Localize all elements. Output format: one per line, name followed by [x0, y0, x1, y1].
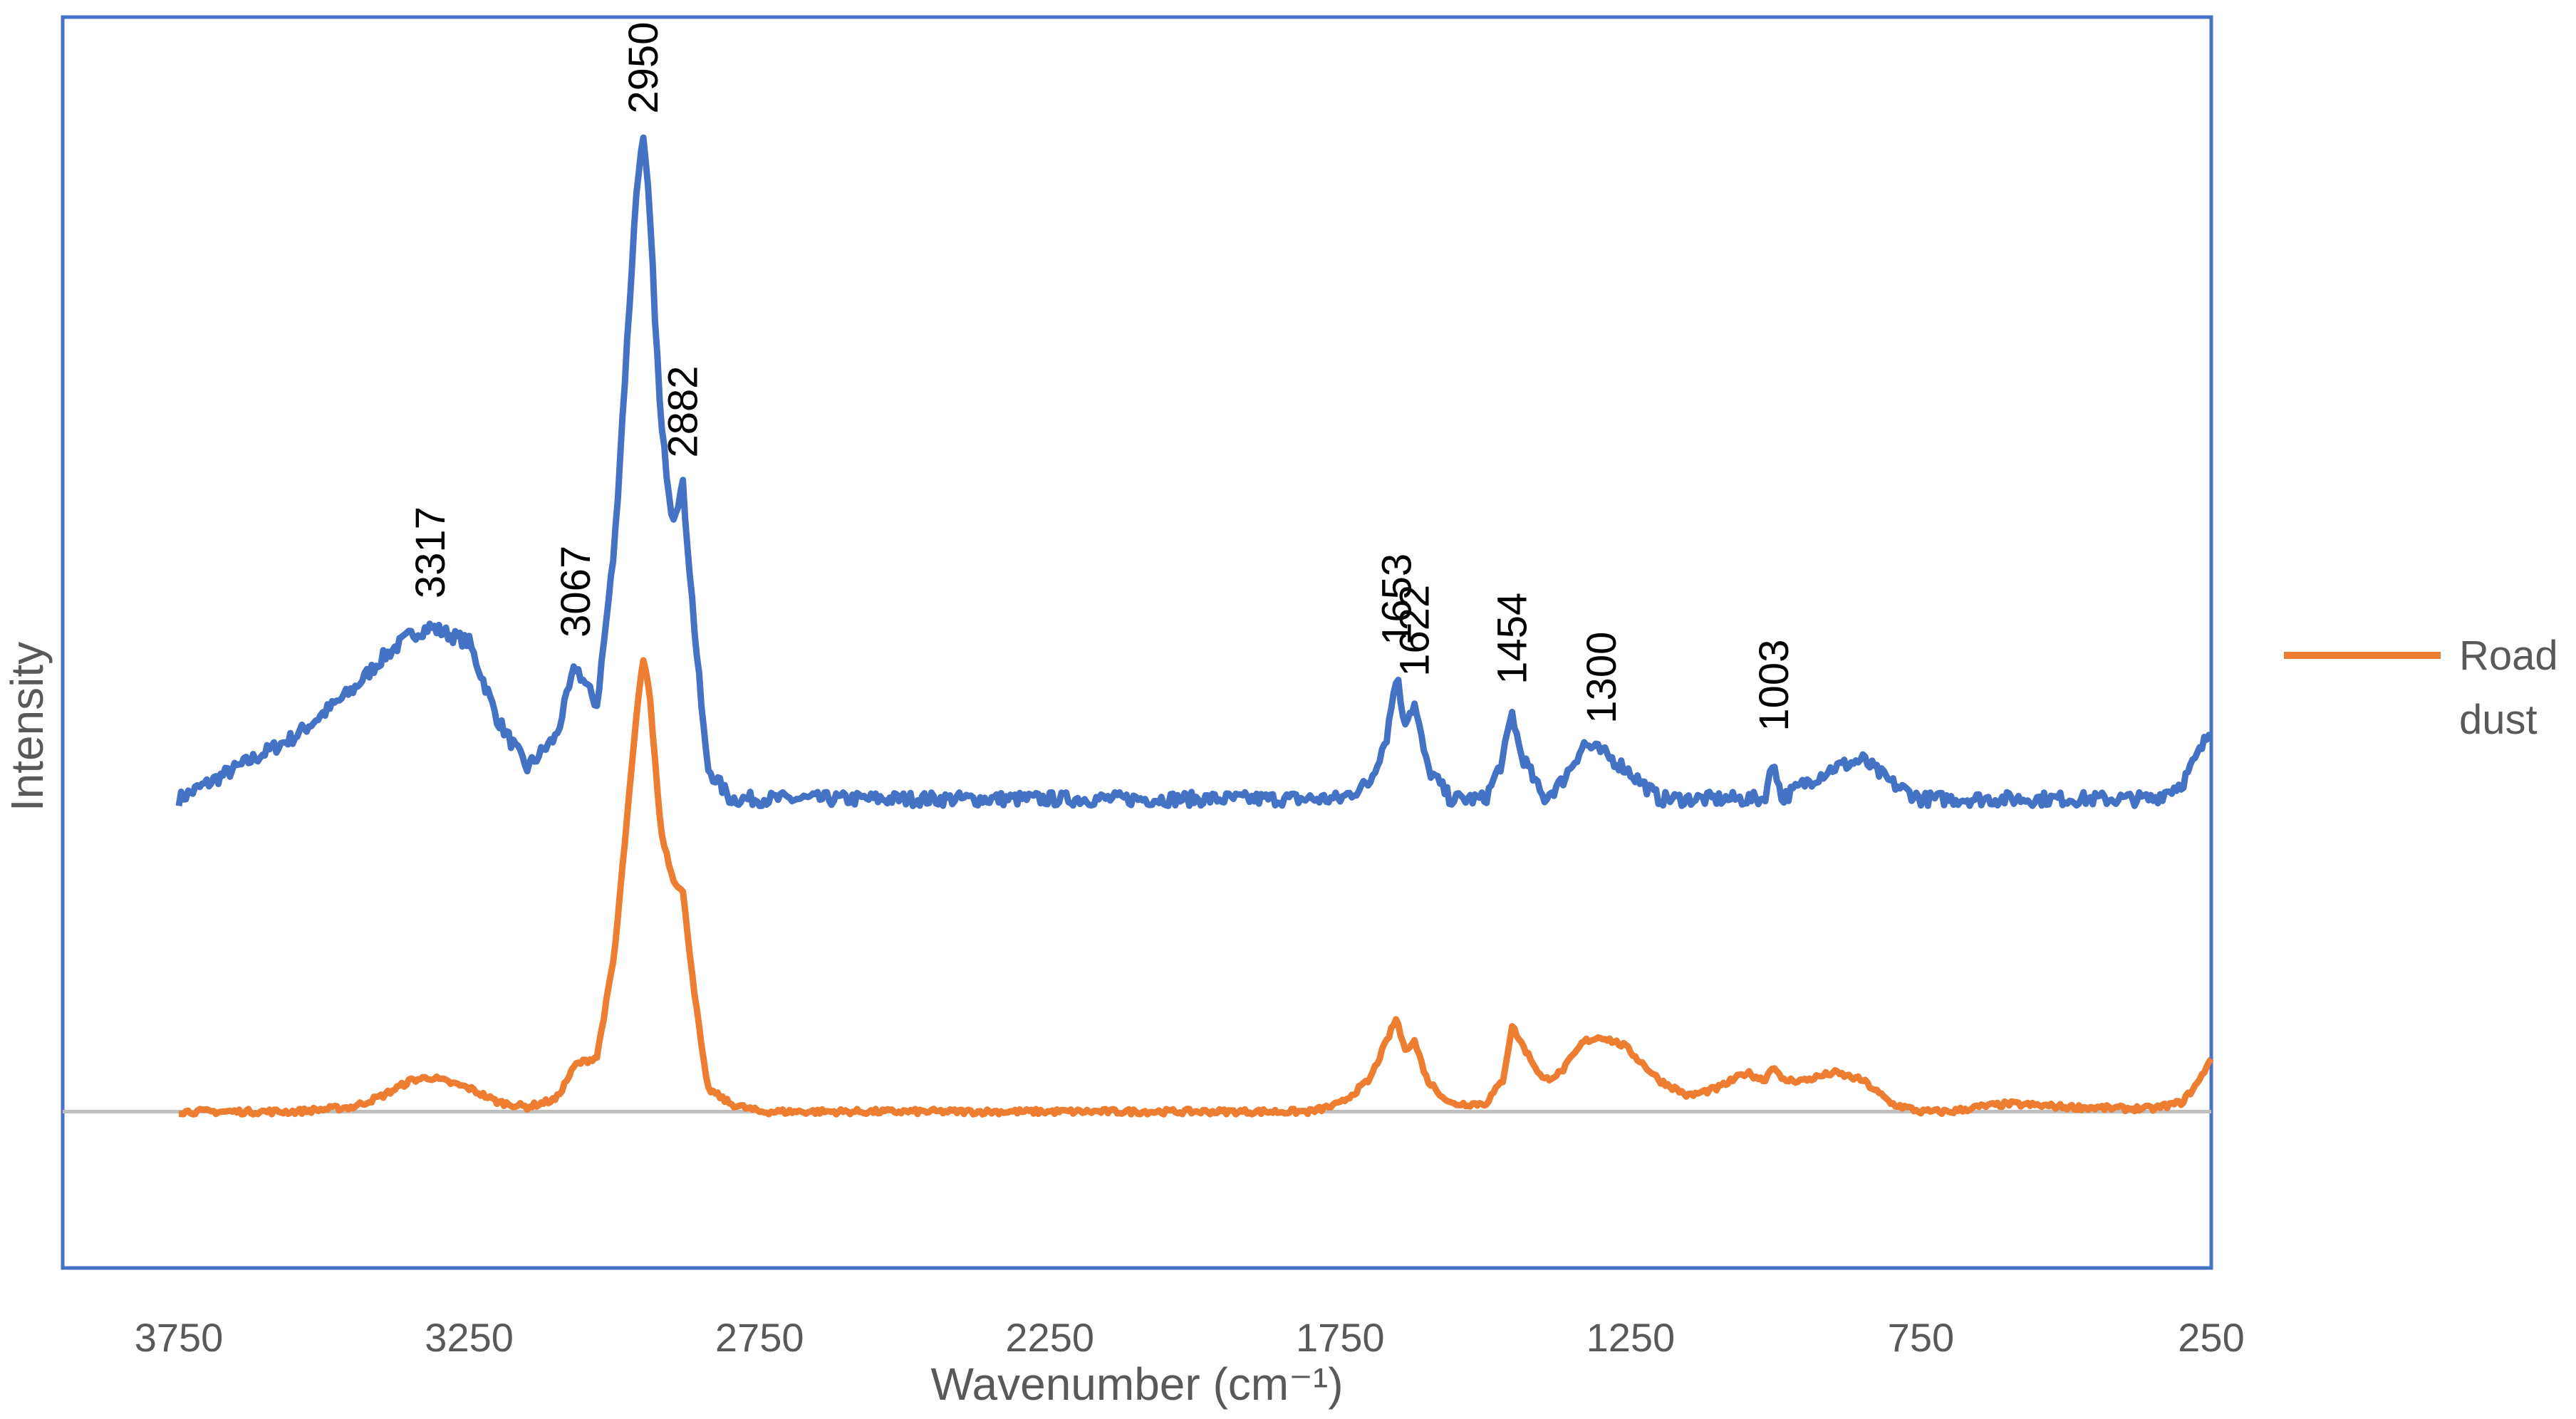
- legend: Road dust: [2284, 633, 2558, 743]
- peak-label-2950: 2950: [620, 22, 667, 114]
- peak-label-1653: 1653: [1373, 553, 1420, 645]
- x-tick-label: 250: [2178, 1315, 2244, 1360]
- series-line-upper-spectrum: [175, 134, 2213, 809]
- x-tick-label: 2750: [715, 1315, 804, 1360]
- x-tick-label: 1250: [1586, 1315, 1676, 1360]
- x-tick-label: 2250: [1005, 1315, 1094, 1360]
- peak-label-1300: 1300: [1579, 632, 1625, 724]
- plot-frame: [61, 15, 2213, 1270]
- x-tick-label: 3250: [425, 1315, 514, 1360]
- legend-label-road-dust-line1: Road: [2459, 633, 2558, 679]
- x-tick-label: 750: [1888, 1315, 1954, 1360]
- peak-label-1622: 1622: [1392, 585, 1438, 677]
- x-tick-label: 1750: [1296, 1315, 1385, 1360]
- x-axis-ticks: 3750 3250 2750 2250 1750 1250 750 250: [135, 1315, 2245, 1360]
- x-axis-title: Wavenumber (cm⁻¹): [930, 1358, 1343, 1410]
- peak-label-2882: 2882: [660, 365, 707, 457]
- peak-label-1454: 1454: [1490, 593, 1536, 685]
- peak-label-3317: 3317: [407, 506, 454, 598]
- legend-label-road-dust-line2: dust: [2459, 697, 2538, 743]
- y-axis-title: Intensity: [1, 642, 53, 811]
- x-tick-label: 3750: [135, 1315, 224, 1360]
- peak-label-3067: 3067: [553, 546, 599, 638]
- peak-label-1003: 1003: [1751, 640, 1797, 732]
- series-layer: [175, 134, 2214, 1118]
- series-line-road-dust: [177, 657, 2214, 1118]
